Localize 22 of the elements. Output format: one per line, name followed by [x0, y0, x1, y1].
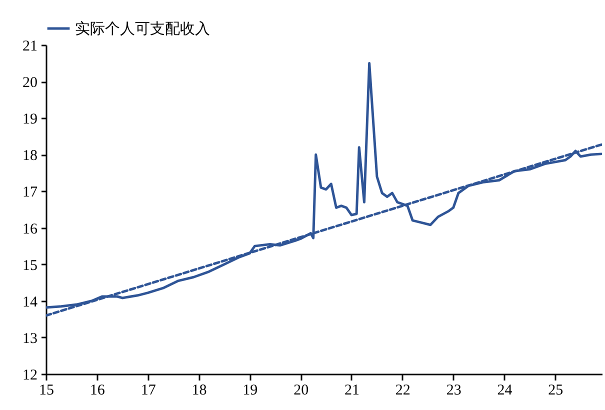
- x-tick-label: 25: [548, 382, 564, 398]
- legend-label: 实际个人可支配收入: [75, 20, 210, 38]
- y-tick-label: 17: [22, 184, 38, 201]
- x-tick-label: 18: [192, 382, 207, 398]
- x-tick-label: 19: [242, 382, 258, 398]
- x-tick-label: 23: [446, 382, 462, 398]
- y-tick-label: 19: [22, 112, 38, 128]
- y-tick-label: 18: [22, 148, 38, 164]
- y-tick-label: 20: [22, 75, 38, 92]
- x-tick-label: 22: [395, 382, 410, 398]
- x-tick-label: 20: [294, 382, 309, 398]
- y-tick-label: 15: [22, 258, 38, 274]
- x-tick-label: 21: [344, 382, 360, 398]
- y-tick-label: 16: [22, 221, 38, 238]
- x-tick-label: 16: [90, 382, 106, 398]
- x-tick-label: 15: [39, 382, 54, 398]
- x-tick-label: 24: [497, 382, 513, 398]
- x-tick-label: 17: [140, 382, 156, 398]
- y-tick-label: 21: [22, 38, 38, 54]
- y-tick-label: 13: [22, 330, 38, 347]
- y-tick-label: 14: [22, 294, 38, 310]
- y-tick-label: 12: [22, 368, 38, 384]
